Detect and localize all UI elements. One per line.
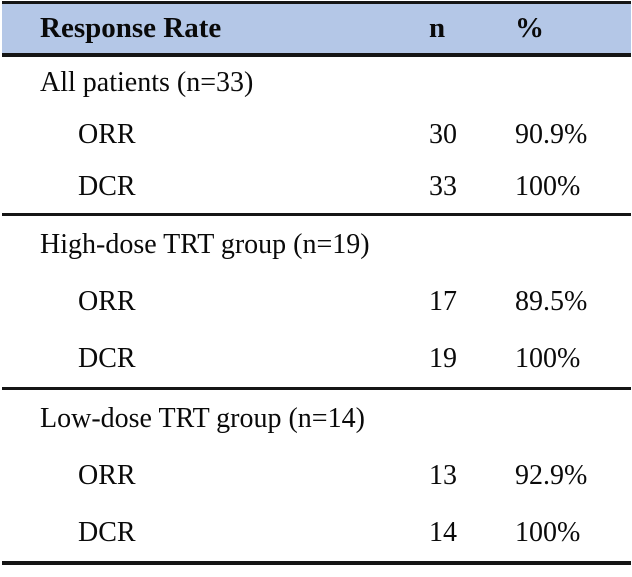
table-row-dcr: DCR 33 100% bbox=[2, 161, 631, 213]
response-rate-table: Response Rate n % All patients (n=33) OR… bbox=[2, 1, 631, 565]
row-label: DCR bbox=[78, 516, 136, 548]
column-header-response-rate: Response Rate bbox=[40, 12, 222, 44]
group-header-row: High-dose TRT group (n=19) bbox=[2, 216, 631, 273]
row-percent-value: 100% bbox=[515, 171, 581, 202]
row-n-value: 19 bbox=[429, 342, 457, 374]
group-title: High-dose TRT group (n=19) bbox=[40, 228, 370, 260]
row-n-value: 30 bbox=[429, 119, 457, 150]
table-row-orr: ORR 17 89.5% bbox=[2, 273, 631, 330]
row-percent-value: 92.9% bbox=[515, 459, 588, 491]
column-header-n: n bbox=[429, 12, 446, 44]
group-header-row: Low-dose TRT group (n=14) bbox=[2, 390, 631, 447]
row-label: DCR bbox=[78, 342, 136, 374]
row-percent-value: 89.5% bbox=[515, 285, 588, 317]
section-low-dose-trt: Low-dose TRT group (n=14) ORR 13 92.9% D… bbox=[2, 390, 631, 561]
table-row-dcr: DCR 19 100% bbox=[2, 330, 631, 387]
row-percent-value: 90.9% bbox=[515, 119, 588, 150]
group-header-row: All patients (n=33) bbox=[2, 57, 631, 109]
section-all-patients: All patients (n=33) ORR 30 90.9% DCR 33 … bbox=[2, 57, 631, 216]
table-header-row: Response Rate n % bbox=[2, 4, 631, 57]
row-label: ORR bbox=[78, 285, 136, 317]
row-percent-value: 100% bbox=[515, 342, 581, 374]
column-header-percent: % bbox=[515, 12, 544, 44]
table-row-orr: ORR 13 92.9% bbox=[2, 447, 631, 504]
row-n-value: 17 bbox=[429, 285, 457, 317]
section-high-dose-trt: High-dose TRT group (n=19) ORR 17 89.5% … bbox=[2, 216, 631, 390]
row-label: DCR bbox=[78, 171, 136, 202]
group-title: All patients (n=33) bbox=[40, 67, 254, 98]
table-row-orr: ORR 30 90.9% bbox=[2, 109, 631, 161]
row-label: ORR bbox=[78, 459, 136, 491]
row-n-value: 33 bbox=[429, 171, 457, 202]
row-label: ORR bbox=[78, 119, 136, 150]
row-n-value: 13 bbox=[429, 459, 457, 491]
row-percent-value: 100% bbox=[515, 516, 581, 548]
row-n-value: 14 bbox=[429, 516, 457, 548]
table-row-dcr: DCR 14 100% bbox=[2, 504, 631, 561]
group-title: Low-dose TRT group (n=14) bbox=[40, 402, 365, 434]
